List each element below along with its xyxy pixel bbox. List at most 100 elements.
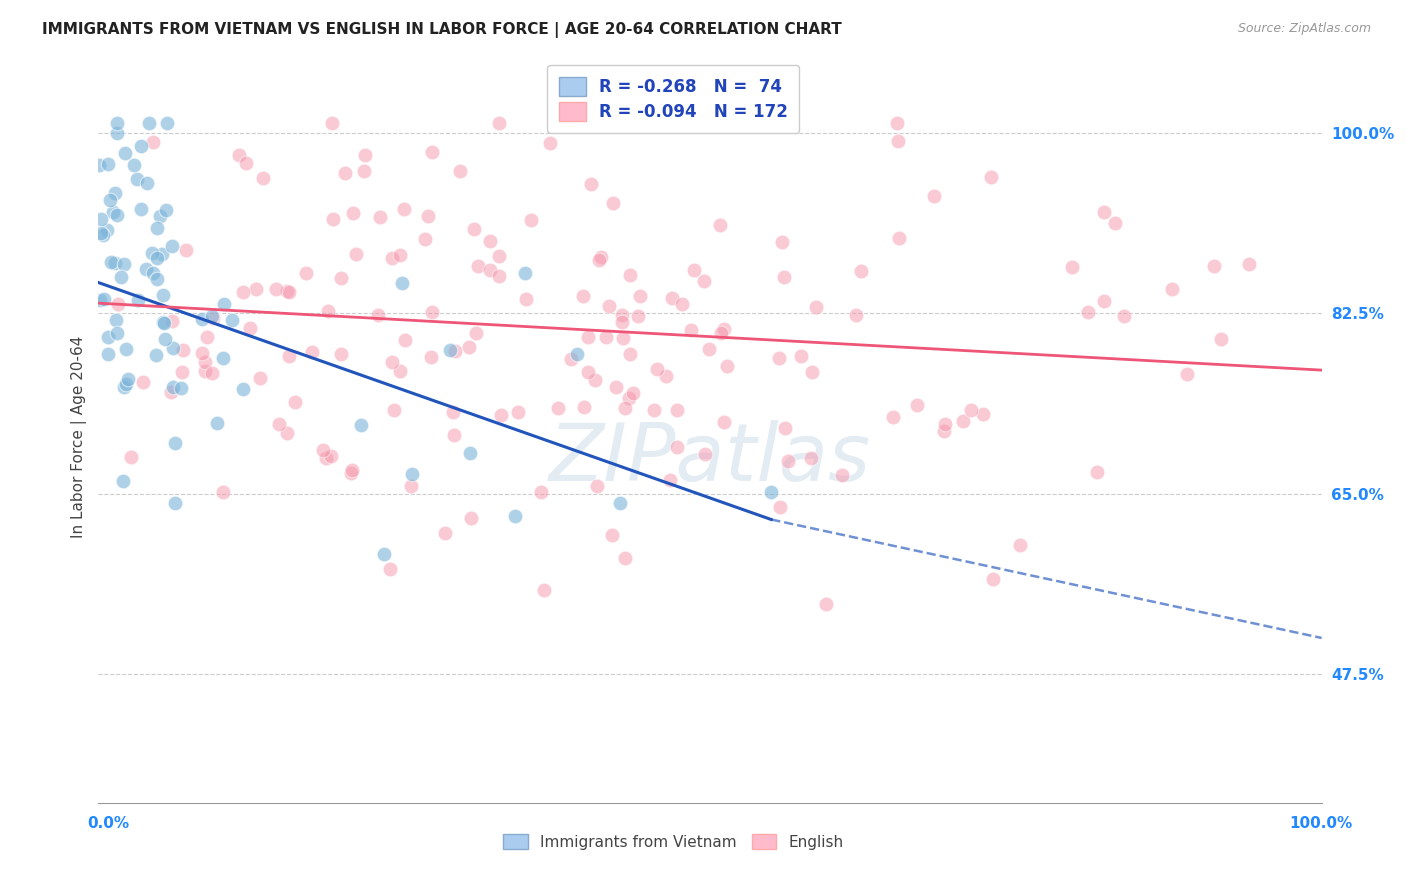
- Point: [368, 210, 391, 224]
- Point: [367, 309, 389, 323]
- Point: [804, 300, 827, 314]
- Point: [152, 288, 174, 302]
- Point: [380, 562, 402, 576]
- Point: [107, 297, 129, 311]
- Point: [666, 440, 689, 454]
- Point: [342, 206, 364, 220]
- Point: [105, 126, 128, 140]
- Point: [433, 526, 456, 541]
- Point: [621, 386, 644, 401]
- Point: [201, 310, 224, 325]
- Point: [89, 293, 111, 307]
- Point: [533, 582, 555, 597]
- Point: [276, 425, 298, 440]
- Point: [422, 145, 444, 160]
- Point: [463, 221, 485, 235]
- Point: [716, 359, 738, 373]
- Point: [101, 205, 124, 219]
- Point: [145, 348, 167, 362]
- Point: [353, 148, 375, 162]
- Point: [465, 326, 488, 340]
- Point: [382, 403, 405, 417]
- Point: [520, 212, 543, 227]
- Point: [488, 116, 510, 130]
- Point: [321, 116, 343, 130]
- Point: [329, 271, 352, 285]
- Point: [1204, 259, 1226, 273]
- Point: [952, 414, 974, 428]
- Point: [160, 239, 183, 253]
- Point: [146, 251, 169, 265]
- Point: [105, 208, 128, 222]
- Point: [87, 157, 110, 171]
- Point: [91, 227, 114, 242]
- Point: [886, 134, 908, 148]
- Point: [488, 250, 510, 264]
- Point: [1092, 294, 1115, 309]
- Point: [321, 450, 343, 464]
- Point: [330, 347, 353, 361]
- Point: [658, 473, 681, 487]
- Point: [191, 345, 214, 359]
- Point: [598, 299, 620, 313]
- Point: [194, 363, 217, 377]
- Point: [572, 289, 595, 303]
- Point: [316, 303, 339, 318]
- Point: [981, 572, 1004, 586]
- Point: [160, 385, 183, 400]
- Point: [479, 234, 502, 248]
- Point: [458, 446, 481, 460]
- Point: [194, 354, 217, 368]
- Point: [276, 285, 298, 299]
- Point: [602, 195, 624, 210]
- Point: [725, 116, 748, 130]
- Point: [228, 148, 250, 162]
- Point: [845, 308, 868, 322]
- Point: [1175, 368, 1198, 382]
- Point: [284, 395, 307, 409]
- Point: [295, 266, 318, 280]
- Point: [162, 380, 184, 394]
- Point: [713, 322, 735, 336]
- Point: [530, 485, 553, 500]
- Point: [138, 116, 160, 130]
- Point: [122, 158, 145, 172]
- Point: [960, 403, 983, 417]
- Point: [381, 355, 404, 369]
- Point: [145, 272, 167, 286]
- Point: [972, 407, 994, 421]
- Point: [449, 164, 471, 178]
- Point: [1092, 205, 1115, 219]
- Point: [443, 428, 465, 442]
- Point: [1237, 257, 1260, 271]
- Point: [661, 291, 683, 305]
- Point: [340, 463, 363, 477]
- Point: [90, 212, 112, 227]
- Point: [115, 342, 138, 356]
- Point: [697, 342, 720, 356]
- Legend: Immigrants from Vietnam, English: Immigrants from Vietnam, English: [495, 826, 851, 857]
- Point: [389, 248, 412, 262]
- Point: [163, 435, 186, 450]
- Point: [155, 202, 177, 217]
- Point: [460, 510, 482, 524]
- Point: [160, 313, 183, 327]
- Point: [643, 402, 665, 417]
- Point: [1010, 537, 1032, 551]
- Point: [887, 231, 910, 245]
- Point: [201, 366, 224, 380]
- Point: [172, 343, 194, 357]
- Point: [191, 312, 214, 326]
- Point: [1211, 333, 1233, 347]
- Point: [612, 331, 634, 345]
- Point: [886, 116, 908, 130]
- Point: [170, 381, 193, 395]
- Point: [249, 371, 271, 385]
- Point: [211, 351, 233, 365]
- Point: [401, 479, 423, 493]
- Point: [654, 369, 676, 384]
- Point: [97, 347, 120, 361]
- Point: [627, 309, 650, 323]
- Point: [221, 312, 243, 326]
- Point: [96, 223, 118, 237]
